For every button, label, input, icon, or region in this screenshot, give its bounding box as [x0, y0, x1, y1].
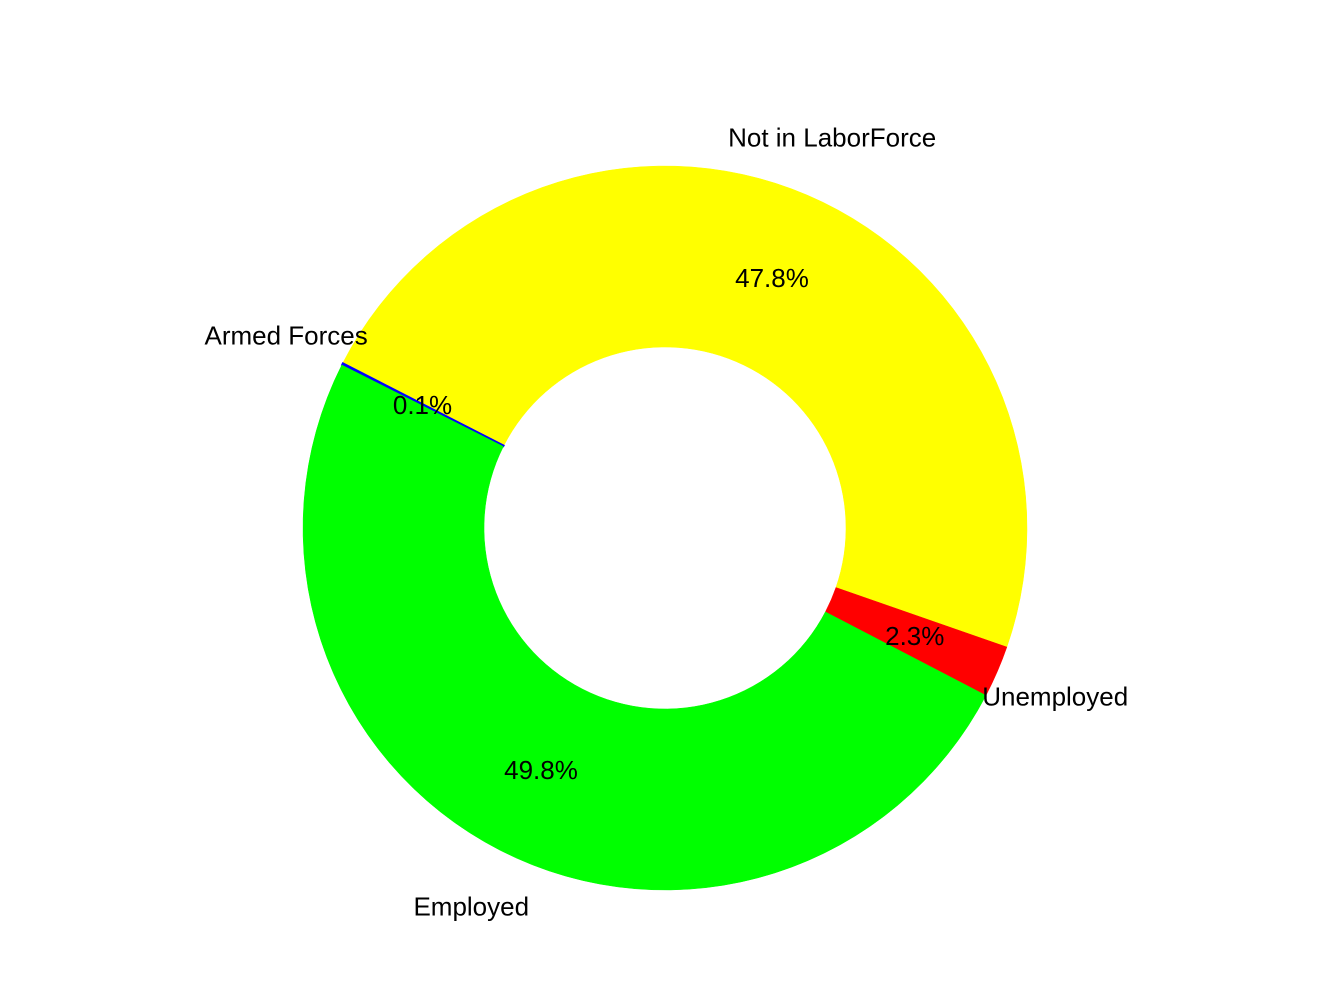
slice-unemployed	[825, 587, 1008, 696]
category-label-not-in-laborforce: Not in LaborForce	[728, 122, 936, 152]
category-label-employed: Employed	[413, 891, 529, 921]
pct-label-not-in-laborforce: 47.8%	[735, 263, 809, 293]
slices-layer	[302, 165, 1028, 891]
labels-layer: 47.8% Not in LaborForce 0.1% Armed Forces 49…	[204, 122, 1128, 921]
pct-label-employed: 49.8%	[504, 755, 578, 785]
category-label-armed-forces: Armed Forces	[204, 320, 367, 350]
slice-not-in-laborforce	[342, 165, 1028, 648]
pct-label-armed-forces: 0.1%	[393, 390, 452, 420]
pct-label-unemployed: 2.3%	[885, 621, 944, 651]
category-label-unemployed: Unemployed	[982, 681, 1128, 711]
slice-employed	[302, 364, 987, 891]
